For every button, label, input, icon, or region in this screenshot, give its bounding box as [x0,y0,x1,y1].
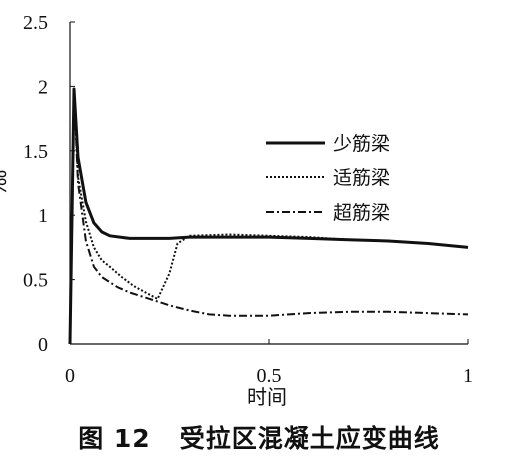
legend-label: 适筋梁 [333,167,390,189]
y-tick-label: 2 [38,76,48,98]
series-line-3 [69,88,469,345]
series-layer [68,87,469,345]
series-line-2 [69,88,469,345]
x-axis-label: 时间 [247,385,287,409]
y-axis-label: ‰ [0,170,11,197]
legend-label: 少筋梁 [333,133,390,155]
x-tick-label: 1 [463,365,473,387]
y-tick-labels: 0 0.5 1 1.5 2 2.5 [23,12,75,356]
y-tick-label: 0 [38,334,48,356]
y-tick-label: 2.5 [23,12,48,34]
legend-label: 超筋梁 [333,202,390,224]
y-tick-label: 0.5 [23,270,48,292]
x-tick-label: 0 [65,365,75,387]
figure-caption: 图 12 受拉区混凝土应变曲线 [78,424,440,453]
y-tick-label: 1 [38,205,48,227]
series-line-1 [68,87,469,345]
x-tick-labels: 0 0.5 1 [65,339,473,387]
y-tick-label: 1.5 [23,141,48,163]
x-tick-label: 0.5 [257,365,282,387]
axes [69,22,468,345]
